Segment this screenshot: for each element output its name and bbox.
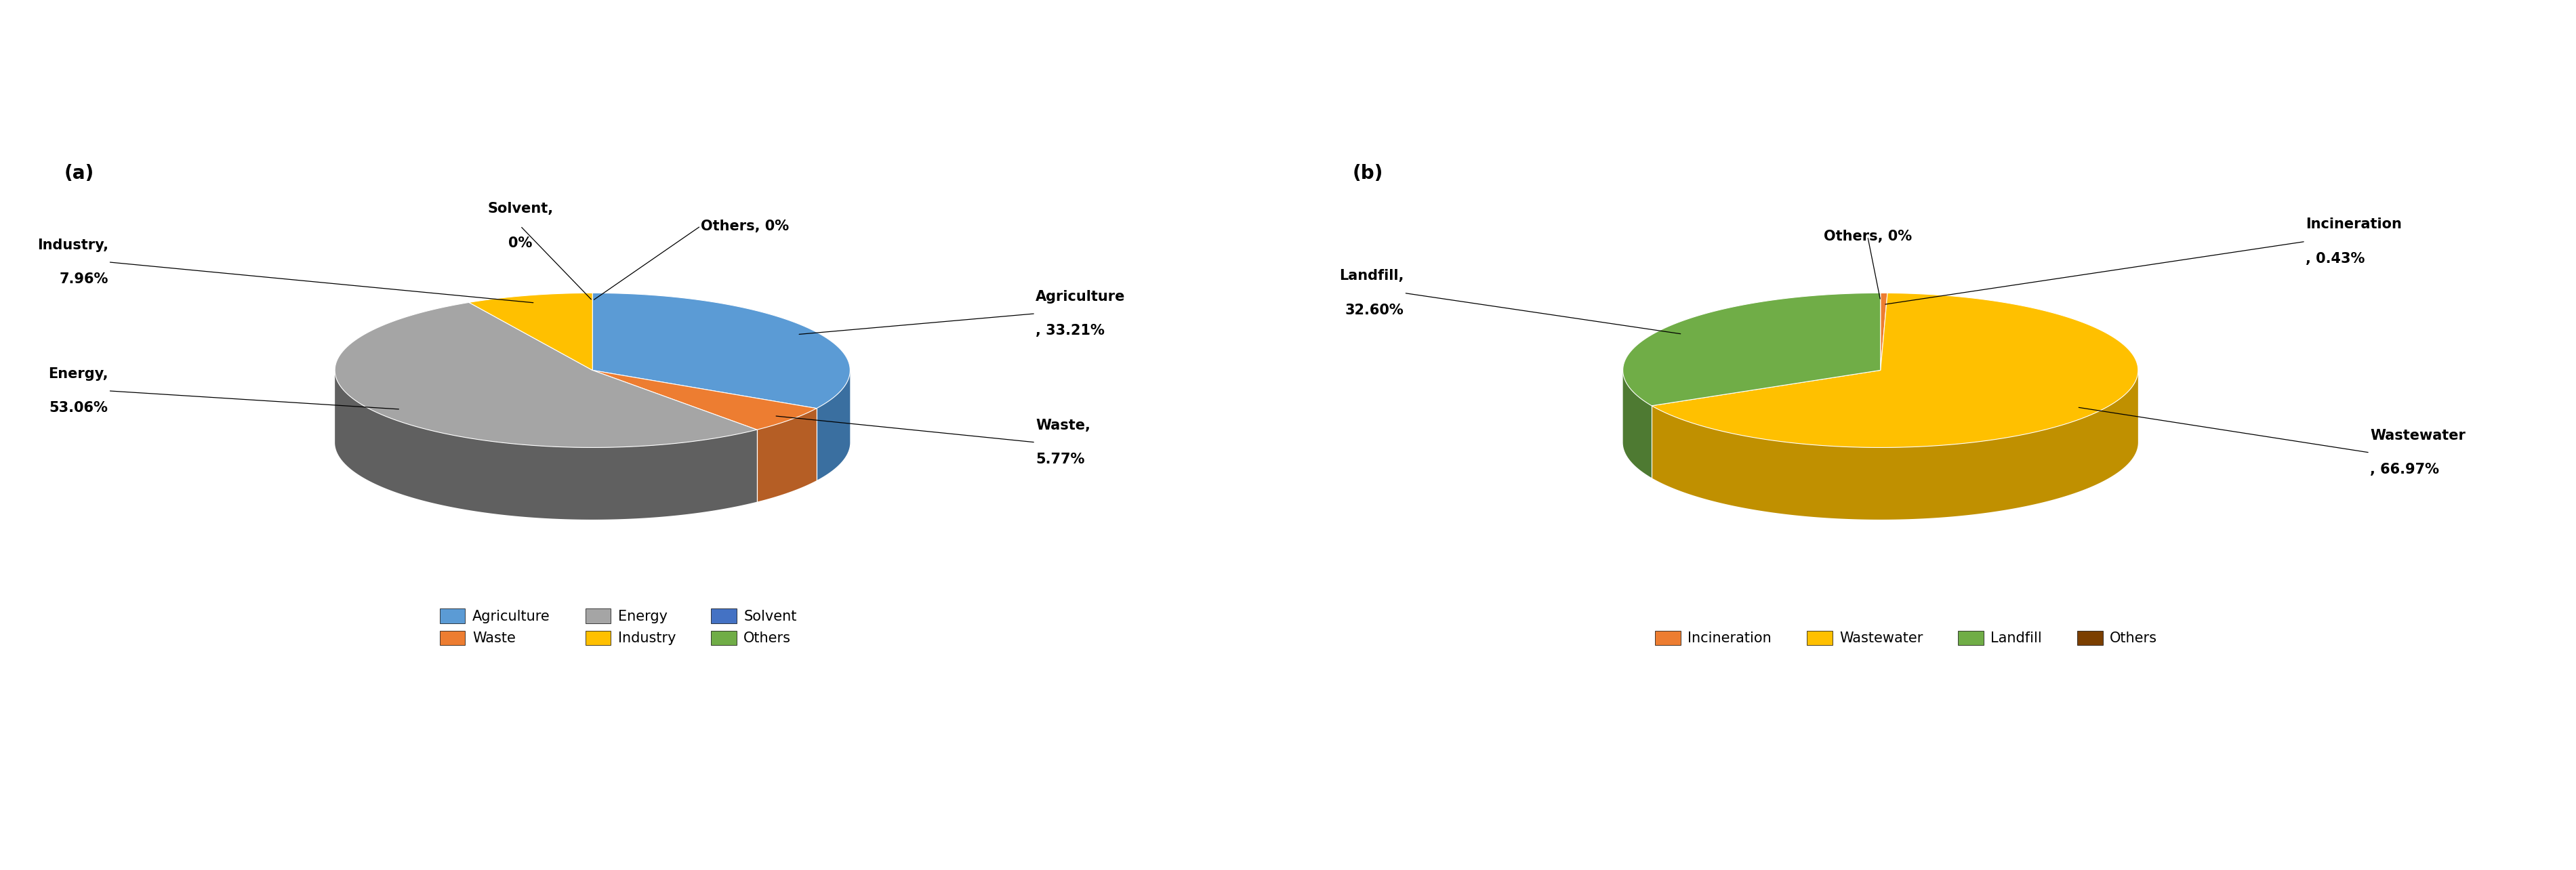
Polygon shape	[1880, 293, 1888, 371]
Text: Waste,: Waste,	[1036, 418, 1090, 432]
Legend: Agriculture, Waste, Energy, Industry, Solvent, Others: Agriculture, Waste, Energy, Industry, So…	[435, 603, 801, 651]
Polygon shape	[469, 293, 592, 371]
Text: 53.06%: 53.06%	[49, 401, 108, 415]
Polygon shape	[1623, 293, 1880, 405]
Polygon shape	[335, 303, 757, 447]
Polygon shape	[817, 371, 850, 480]
Text: Industry,: Industry,	[36, 238, 108, 251]
Polygon shape	[335, 371, 757, 519]
Text: Landfill,: Landfill,	[1340, 269, 1404, 283]
Text: 32.60%: 32.60%	[1345, 304, 1404, 317]
Text: Wastewater: Wastewater	[2370, 429, 2465, 442]
Text: 7.96%: 7.96%	[59, 272, 108, 286]
Legend: Incineration, Wastewater, Landfill, Others: Incineration, Wastewater, Landfill, Othe…	[1649, 625, 2164, 651]
Text: , 0.43%: , 0.43%	[2306, 251, 2365, 265]
Text: 0%: 0%	[507, 237, 533, 250]
Text: 5.77%: 5.77%	[1036, 452, 1084, 466]
Text: Incineration: Incineration	[2306, 218, 2401, 231]
Text: Energy,: Energy,	[49, 367, 108, 380]
Polygon shape	[1651, 371, 2138, 519]
Polygon shape	[592, 293, 850, 408]
Text: (b): (b)	[1352, 164, 1383, 184]
Text: , 66.97%: , 66.97%	[2370, 463, 2439, 477]
Text: (a): (a)	[64, 164, 95, 184]
Text: Others, 0%: Others, 0%	[1824, 230, 1911, 243]
Polygon shape	[592, 371, 817, 430]
Text: Others, 0%: Others, 0%	[701, 219, 788, 233]
Text: Agriculture: Agriculture	[1036, 290, 1126, 304]
Polygon shape	[1623, 371, 1651, 478]
Polygon shape	[757, 408, 817, 502]
Text: Solvent,: Solvent,	[487, 202, 554, 216]
Text: , 33.21%: , 33.21%	[1036, 324, 1105, 338]
Polygon shape	[1651, 293, 2138, 447]
